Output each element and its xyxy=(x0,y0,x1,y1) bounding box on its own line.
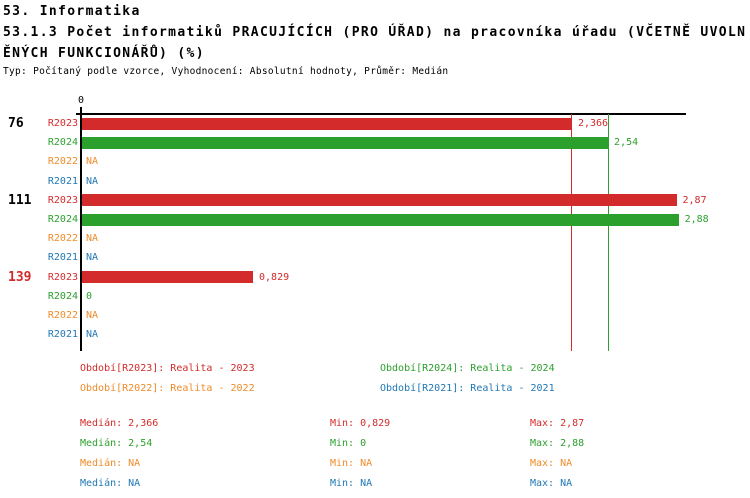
legend-item-r2024: Období[R2024]: Realita - 2024 xyxy=(380,363,555,374)
bar-value-label: 0,829 xyxy=(259,271,290,283)
bar-value-label: NA xyxy=(86,233,99,245)
series-label: R2021 xyxy=(47,329,78,341)
x-axis-zero-label: 0 xyxy=(77,95,85,106)
bar xyxy=(82,194,677,207)
legend-item-r2022: Období[R2022]: Realita - 2022 xyxy=(80,383,255,394)
series-label: R2023 xyxy=(47,194,78,206)
legend-item-r2021: Období[R2021]: Realita - 2021 xyxy=(380,383,555,394)
bar-chart: 0 76 R2023 2,366 R2024 2,54 R2022 NA R2021 NA 111 R… xyxy=(8,95,709,351)
stats-median: Medián: NA xyxy=(80,458,141,469)
stats-max: Max: NA xyxy=(530,478,573,489)
stats-max: Max: 2,87 xyxy=(530,418,585,429)
bar-value-label: 2,54 xyxy=(614,137,639,149)
bar-value-label: NA xyxy=(86,252,99,264)
bar xyxy=(82,213,679,226)
bar xyxy=(82,136,609,149)
series-label: R2023 xyxy=(47,271,78,283)
indicator-subtitle: Typ: Počítaný podle vzorce, Vyhodnocení:… xyxy=(3,66,449,77)
median-line-r2024 xyxy=(607,114,609,351)
indicator-title: 53.1.3 Počet informatiků PRACUJÍCÍCH (PR… xyxy=(3,25,747,40)
stats-max: Max: NA xyxy=(530,458,573,469)
x-axis-line xyxy=(76,113,686,115)
stats-median: Medián: NA xyxy=(80,478,141,489)
stats-median: Medián: 2,366 xyxy=(80,418,159,429)
stats-min: Min: 0,829 xyxy=(330,418,391,429)
bar-value-label: 0 xyxy=(86,290,93,302)
group-label: 76 xyxy=(8,116,24,131)
series-label: R2022 xyxy=(47,310,78,321)
chart-legend: Období[R2023]: Realita - 2023 Období[R202… xyxy=(0,355,750,405)
chart-stats: Medián: 2,366 Min: 0,829 Max: 2,87 Medián: … xyxy=(0,410,750,498)
series-label: R2023 xyxy=(47,118,78,129)
series-label: R2021 xyxy=(47,175,78,187)
bar-value-label: 2,366 xyxy=(577,118,609,129)
stats-min: Min: NA xyxy=(330,458,373,469)
bar-value-label: NA xyxy=(86,329,99,341)
bar-value-label: 2,88 xyxy=(684,214,709,225)
legend-item-r2023: Období[R2023]: Realita - 2023 xyxy=(80,363,255,374)
group-label: 111 xyxy=(8,192,32,208)
median-line-r2023 xyxy=(571,114,573,351)
bar xyxy=(82,271,254,284)
y-axis-line xyxy=(80,107,82,351)
bar-value-label: NA xyxy=(86,175,99,187)
series-label: R2024 xyxy=(47,214,78,225)
stats-min: Min: 0 xyxy=(330,438,367,449)
series-label: R2024 xyxy=(47,290,78,302)
series-label: R2021 xyxy=(47,252,78,264)
indicator-title-wrap: ĚNÝCH FUNKCIONÁŘŮ) (%) xyxy=(3,46,205,61)
stats-median: Medián: 2,54 xyxy=(80,438,153,449)
page-title: 53. Informatika xyxy=(3,4,141,19)
bar-value-label: NA xyxy=(86,310,99,321)
stats-max: Max: 2,88 xyxy=(530,438,585,449)
series-label: R2024 xyxy=(47,137,78,149)
stats-min: Min: NA xyxy=(330,478,373,489)
bar xyxy=(82,117,572,130)
series-label: R2022 xyxy=(47,233,78,245)
bar-value-label: 2,87 xyxy=(682,194,707,206)
bar-value-label: NA xyxy=(86,156,99,168)
series-label: R2022 xyxy=(47,156,78,168)
group-label: 139 xyxy=(8,269,32,285)
